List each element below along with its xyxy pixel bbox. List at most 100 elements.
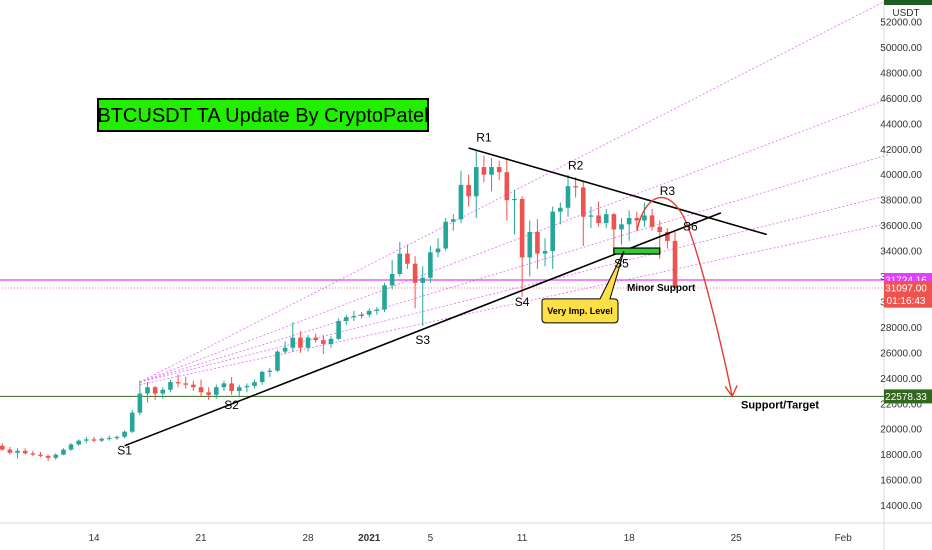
fan-line <box>139 194 890 383</box>
candle-body <box>351 315 357 318</box>
price-tick-label: 26000.00 <box>880 348 922 359</box>
point-label-s3: S3 <box>415 333 430 347</box>
time-tick-label: 5 <box>428 533 434 544</box>
candle-body <box>290 337 296 348</box>
time-tick-label: Feb <box>835 533 853 544</box>
candle-body <box>374 309 380 311</box>
resistance-trendline <box>468 147 767 236</box>
candle-body <box>665 231 670 241</box>
time-tick-label: 18 <box>624 533 636 544</box>
candle-body <box>114 436 120 439</box>
price-tick-label: 38000.00 <box>880 196 922 207</box>
candle-body <box>580 187 586 217</box>
candle-body <box>7 449 13 453</box>
candle-body <box>389 273 395 286</box>
candle-body <box>473 167 479 197</box>
candle-body <box>99 438 104 441</box>
candles <box>0 150 678 462</box>
candle-body <box>68 444 74 450</box>
candle-body <box>657 226 663 232</box>
candle-body <box>61 449 66 455</box>
candle-body <box>244 385 250 388</box>
candle-body <box>405 253 410 264</box>
candle-body <box>535 231 540 254</box>
price-tick-label: 48000.00 <box>880 68 922 79</box>
candle-body <box>649 215 655 227</box>
candle-body <box>573 186 578 188</box>
horizontal-level-lines <box>0 279 884 397</box>
top-partial-price-tag <box>884 0 932 5</box>
candle-body <box>137 393 143 413</box>
point-label-s6: S6 <box>683 220 698 234</box>
candle-body <box>420 277 426 283</box>
candle-body <box>542 251 548 254</box>
candle-body <box>91 439 97 441</box>
candle-body <box>106 438 112 440</box>
point-label-s4: S4 <box>515 295 530 309</box>
candle-body <box>366 310 372 315</box>
candle-body <box>160 389 166 394</box>
candle-body <box>428 252 433 278</box>
price-tick-label: 20000.00 <box>880 425 922 436</box>
candle-body <box>481 167 487 175</box>
candle-body <box>328 338 334 344</box>
candle-body <box>412 263 418 283</box>
price-tag-label: 22578.33 <box>885 392 927 403</box>
candle-body <box>53 454 59 458</box>
price-tag-label: 31097.00 <box>885 283 927 294</box>
candle-body <box>282 347 288 352</box>
price-tick-label: 44000.00 <box>880 119 922 130</box>
candle-body <box>129 412 135 432</box>
time-tick-label: 28 <box>302 533 314 544</box>
price-tick-label: 50000.00 <box>880 43 922 54</box>
candle-body <box>45 455 51 458</box>
price-tick-label: 52000.00 <box>880 18 922 29</box>
candle-body <box>672 240 678 288</box>
candle-body <box>259 371 265 383</box>
candle-body <box>359 314 364 316</box>
candle-body <box>489 167 494 175</box>
candle-body <box>38 454 43 456</box>
candle-body <box>206 392 211 395</box>
candle-body <box>298 337 303 348</box>
price-tick-label: 18000.00 <box>880 450 922 461</box>
projection-arrow <box>636 197 733 397</box>
candle-body <box>397 253 403 274</box>
point-label-s5: S5 <box>614 257 629 271</box>
point-label-r2: R2 <box>568 159 584 173</box>
time-tick-label: 21 <box>195 533 207 544</box>
time-axis[interactable]: 14 21 28 2021 5 11 18 25 Feb <box>88 533 852 544</box>
support-target-label: Support/Target <box>741 399 819 411</box>
point-labels: S1 S2 S3 S4 S5 S6 R1 R2 R3 <box>117 131 698 458</box>
price-tick-label: 40000.00 <box>880 170 922 181</box>
candle-body <box>443 221 448 249</box>
price-tag-box <box>884 293 932 308</box>
price-tag-box <box>884 280 932 295</box>
price-tick-label: 22000.00 <box>880 399 922 410</box>
fan-line <box>139 97 890 383</box>
candle-body <box>267 370 273 372</box>
price-tag-box <box>884 389 932 404</box>
candle-body <box>504 172 510 201</box>
candle-body <box>191 384 196 388</box>
candle-body <box>22 450 28 454</box>
price-tick-label: 34000.00 <box>880 247 922 258</box>
candle-body <box>198 387 204 393</box>
minor-support-label: Minor Support <box>627 283 696 294</box>
candle-body <box>519 198 525 258</box>
candle-body <box>305 337 311 348</box>
candle-body <box>642 215 647 221</box>
price-tick-label: 14000.00 <box>880 501 922 512</box>
candle-body <box>343 317 349 322</box>
very-imp-level-label: Very Imp. Level <box>547 306 613 316</box>
chart-title: BTCUSDT TA Update By CryptoPatel <box>97 105 428 127</box>
candle-body <box>588 215 594 217</box>
candle-body <box>221 383 227 388</box>
price-tick-label: 36000.00 <box>880 221 922 232</box>
title-banner <box>97 98 429 132</box>
candle-body <box>252 382 257 386</box>
candle-body <box>435 248 441 253</box>
